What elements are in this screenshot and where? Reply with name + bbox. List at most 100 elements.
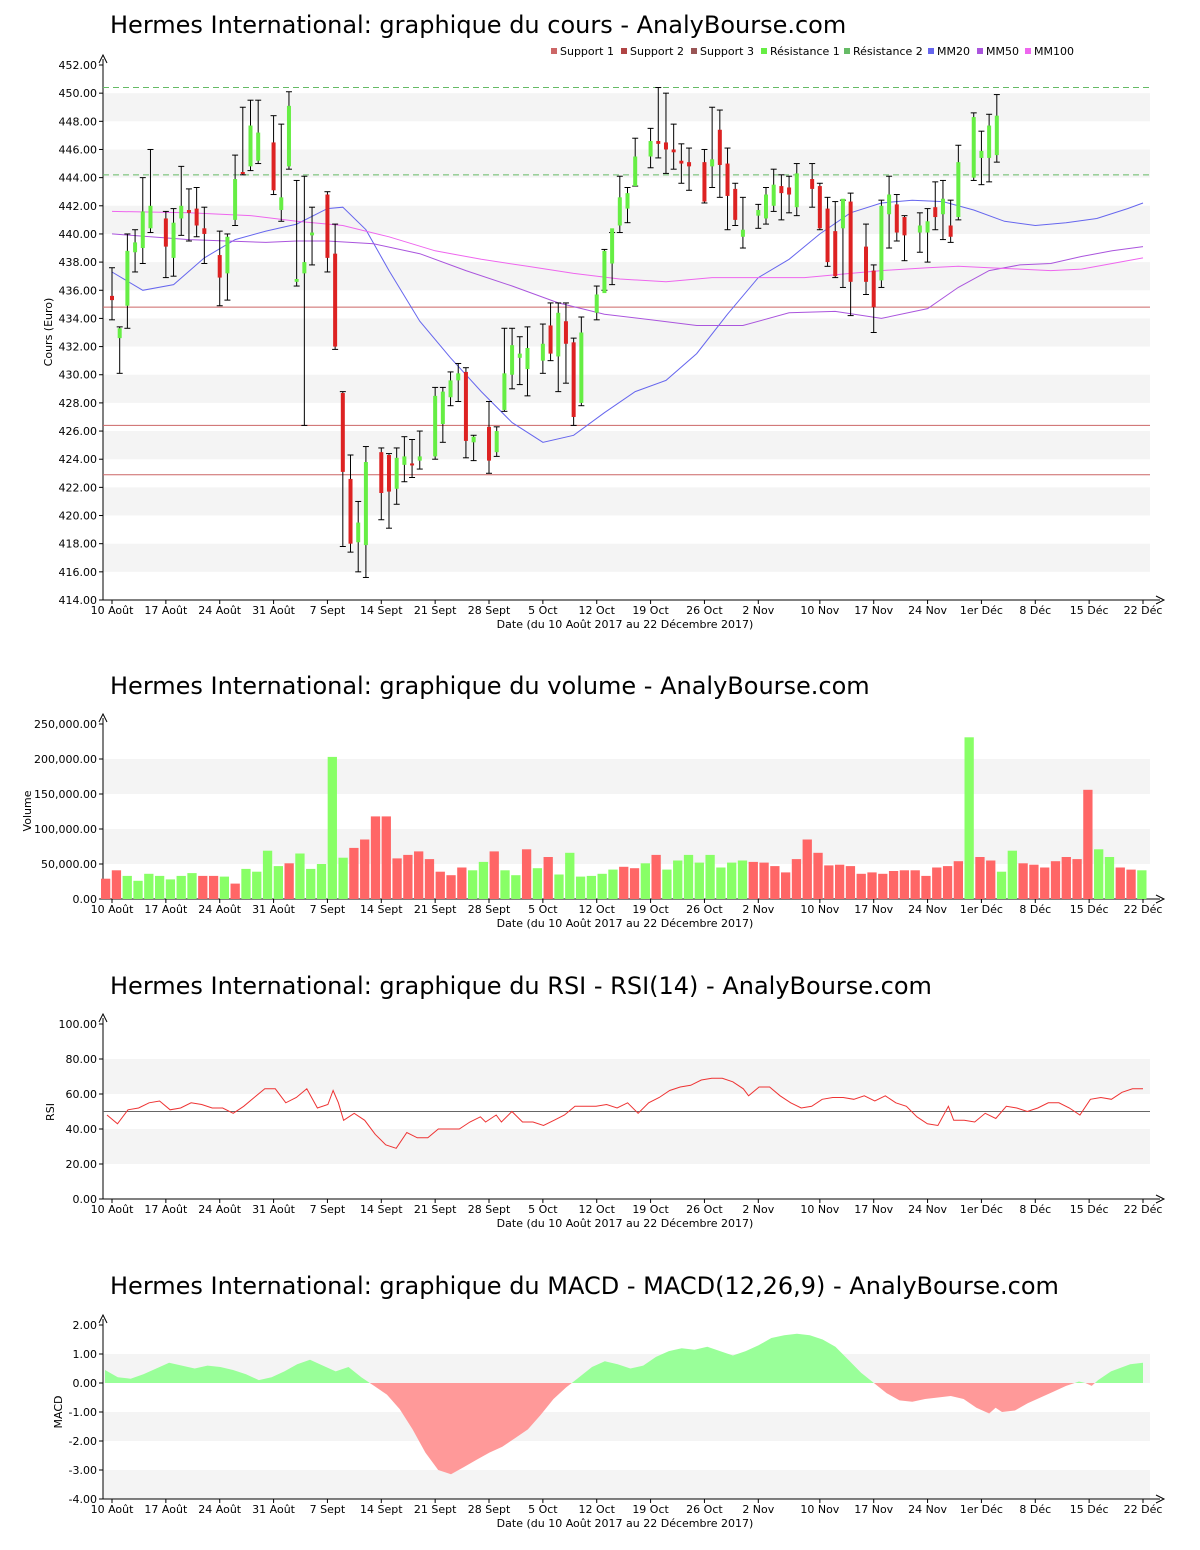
price-xtick-label: 31 Août [252,604,296,617]
candle [901,215,908,262]
candle-body [202,228,207,234]
legend-label: Résistance 2 [853,45,923,58]
rsi-chart-title: Hermes International: graphique du RSI -… [110,972,932,1000]
candle-body [548,325,553,354]
volume-bar [424,859,435,899]
rsi-xtick-label: 7 Sept [310,1203,346,1216]
rsi-ytick-label: 60.00 [66,1088,98,1101]
legend-swatch [928,48,934,54]
candle [124,233,131,329]
macd-band [103,1470,1150,1499]
candle-body [240,172,245,174]
candle-body [563,321,568,344]
candle-body [487,426,492,461]
price-xtick-label: 14 Sept [360,604,403,617]
volume-bar [888,871,899,899]
candle-body [379,452,384,493]
candle-body [579,332,584,403]
candle [847,192,854,317]
candle [547,302,554,362]
candle [616,175,623,234]
volume-bar [953,861,964,899]
candle-body [894,204,899,233]
candle [539,323,546,374]
candle-body [671,149,676,153]
price-ytick-label: 426.00 [59,425,98,438]
candle [324,191,331,273]
volume-bar [683,854,694,899]
macd-band [103,1412,1150,1441]
candle [285,91,292,170]
candle-body [525,347,530,370]
price-ytick-label: 442.00 [59,200,98,213]
volume-bar [834,864,845,899]
volume-bar [1083,789,1093,899]
candle [301,175,308,426]
macd-ytick-label: -4.00 [69,1493,97,1506]
candle [947,199,954,243]
rsi-ytick-label: 0.00 [73,1193,98,1206]
volume-bar [414,851,424,899]
volume-xtick-label: 10 Nov [800,903,839,916]
candle-body [402,456,407,465]
volume-bar [478,861,489,899]
price-ylabel: Cours (Euro) [42,298,55,367]
candle-body [740,229,745,237]
candle [562,302,569,384]
price-xtick-label: 24 Nov [908,604,947,617]
price-chart-title: Hermes International: graphique du cours… [110,11,846,39]
candle [224,233,231,301]
rsi-xtick-label: 8 Déc [1019,1203,1051,1216]
volume-bar [845,866,856,899]
candle [193,186,200,238]
volume-bar [759,862,769,899]
volume-bar [673,860,683,899]
legend-label: Résistance 1 [770,45,840,58]
volume-bar [144,873,154,899]
macd-xtick-label: 17 Août [144,1503,188,1516]
price-ytick-label: 436.00 [59,284,98,297]
price-xtick-label: 10 Août [91,604,135,617]
volume-band [103,829,1150,864]
price-band [103,543,1150,572]
candle-body [717,129,722,165]
volume-bar [986,860,996,899]
candle-body [510,345,515,375]
volume-ytick-label: 0.00 [73,893,98,906]
price-xtick-label: 17 Nov [854,604,893,617]
macd-xtick-label: 1er Déc [960,1503,1003,1516]
volume-xtick-label: 24 Nov [908,903,947,916]
rsi-xtick-label: 5 Oct [528,1203,558,1216]
candle-body [771,184,776,206]
volume-bar [791,859,802,899]
candle-body [594,294,599,313]
price-xtick-label: 15 Déc [1070,604,1109,617]
price-xtick-label: 7 Sept [310,604,346,617]
candle-body [917,225,922,233]
candle-body [625,193,630,209]
legend-label: MM50 [986,45,1019,58]
macd-y-arrow [98,1313,108,1324]
volume-xtick-label: 19 Oct [632,903,669,916]
legend-swatch [621,48,627,54]
rsi-xtick-label: 28 Sept [468,1203,511,1216]
candle-body [417,456,422,461]
candle [732,182,739,226]
candle-body [702,162,707,202]
candle-body [356,522,361,543]
volume-bar [1007,850,1017,899]
volume-ylabel: Volume [21,790,34,831]
volume-band [103,759,1150,794]
price-ytick-label: 440.00 [59,228,98,241]
legend-label: MM20 [937,45,970,58]
volume-bar [802,839,812,899]
candle [116,326,123,374]
macd-negative-area [369,1383,572,1475]
candle-body [502,373,507,410]
candle-body [825,208,830,263]
candle [178,165,185,236]
volume-ytick-label: 100,000.00 [34,823,97,836]
candle-body [233,179,238,220]
candle-body [679,160,684,164]
